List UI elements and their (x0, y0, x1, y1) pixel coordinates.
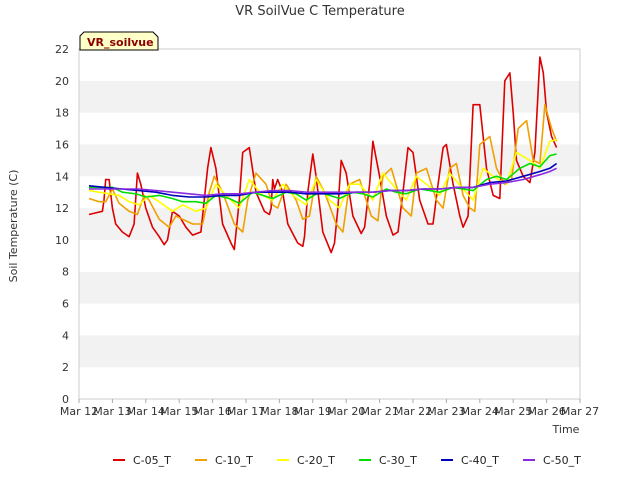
x-tick-label: Mar 19 (294, 405, 332, 418)
y-tick-label: 14 (55, 170, 69, 183)
x-axis-label: Time (552, 423, 580, 436)
y-tick-label: 0 (62, 393, 69, 406)
legend-label: C-40_T (461, 454, 499, 467)
x-tick-label: Mar 13 (93, 405, 131, 418)
y-axis-label: Soil Temperature (C) (7, 170, 20, 283)
x-tick-label: Mar 25 (494, 405, 532, 418)
grid-band (79, 49, 580, 81)
legend-label: C-05_T (133, 454, 171, 467)
grid-band (79, 239, 580, 272)
x-tick-label: Mar 12 (60, 405, 98, 418)
x-tick-label: Mar 18 (260, 405, 298, 418)
y-tick-label: 20 (55, 75, 69, 88)
y-tick-label: 2 (62, 361, 69, 374)
x-tick-label: Mar 20 (327, 405, 365, 418)
x-tick-label: Mar 23 (427, 405, 465, 418)
y-tick-label: 6 (62, 298, 69, 311)
grid-band (79, 303, 580, 336)
site-label: VR_soilvue (87, 36, 154, 49)
legend-label: C-30_T (379, 454, 417, 467)
x-tick-label: Mar 21 (360, 405, 398, 418)
x-tick-label: Mar 27 (561, 405, 599, 418)
legend-label: C-50_T (543, 454, 581, 467)
plot-background-bands (79, 49, 580, 399)
grid-band (79, 144, 580, 177)
y-tick-label: 16 (55, 138, 69, 151)
series-line-c-50-t (89, 167, 557, 197)
plot-frame (78, 48, 581, 400)
series-line-c-05-t (88, 56, 558, 254)
y-tick-label: 22 (55, 43, 69, 56)
y-tick-label: 12 (55, 202, 69, 215)
y-tick-label: 10 (55, 234, 69, 247)
chart-title: VR SoilVue C Temperature (235, 4, 404, 19)
x-tick-label: Mar 24 (461, 405, 499, 418)
legend-label: C-10_T (215, 454, 253, 467)
series-line-c-10-t (88, 103, 558, 233)
legend-label: C-20_T (297, 454, 335, 467)
y-tick-label: 18 (55, 107, 69, 120)
grid-band (79, 112, 580, 145)
x-tick-label: Mar 17 (227, 405, 265, 418)
y-tick-label: 4 (62, 329, 69, 342)
legend: C-05_T C-10_T C-20_T C-30_T C-40_T C-50_T (113, 454, 581, 467)
grid-band (79, 367, 580, 399)
x-tick-label: Mar 16 (193, 405, 231, 418)
series-lines (88, 56, 558, 254)
x-tick-label: Mar 14 (127, 405, 165, 418)
series-line-c-30-t (89, 153, 557, 205)
site-label-box: VR_soilvue (79, 31, 159, 51)
y-tick-label: 8 (62, 266, 69, 279)
x-tick-label: Mar 15 (160, 405, 198, 418)
grid-band (79, 335, 580, 368)
grid-band (79, 271, 580, 304)
x-tick-label: Mar 22 (394, 405, 432, 418)
grid-band (79, 80, 580, 113)
grid-band (79, 208, 580, 240)
x-tick-label: Mar 26 (527, 405, 565, 418)
series-line-c-40-t (88, 162, 558, 198)
site-label-background (79, 31, 159, 51)
y-axis-ticks: 0 2 4 6 8 10 12 14 16 18 20 22 (55, 43, 69, 406)
series-line-c-20-t (88, 138, 557, 213)
